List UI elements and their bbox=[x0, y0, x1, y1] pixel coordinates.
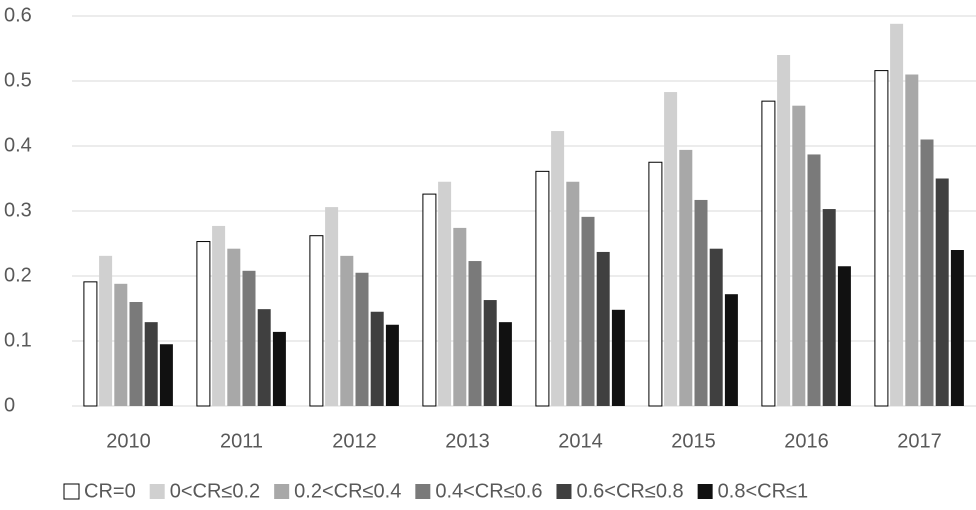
bar bbox=[385, 324, 399, 406]
y-tick-label: 0.5 bbox=[4, 69, 32, 91]
bar bbox=[679, 149, 693, 406]
bar bbox=[196, 241, 211, 407]
y-tick-label: 0.4 bbox=[4, 134, 32, 156]
legend-label: 0.4<CR≤0.6 bbox=[435, 480, 542, 502]
y-tick-label: 0.6 bbox=[4, 4, 32, 26]
legend-swatch bbox=[63, 483, 80, 500]
bar bbox=[709, 248, 723, 406]
bar bbox=[648, 161, 663, 407]
bar bbox=[777, 55, 791, 406]
bar bbox=[935, 178, 949, 406]
bar bbox=[807, 154, 821, 406]
bar bbox=[99, 255, 113, 406]
bar bbox=[724, 294, 738, 406]
bar bbox=[438, 181, 452, 406]
bar bbox=[468, 261, 482, 406]
bar bbox=[596, 251, 610, 406]
bar bbox=[664, 92, 678, 407]
y-tick-label: 0.2 bbox=[4, 264, 32, 286]
bar bbox=[890, 23, 904, 407]
bar bbox=[212, 225, 226, 406]
bar bbox=[355, 272, 369, 406]
bar bbox=[422, 193, 437, 407]
y-tick-label: 0.3 bbox=[4, 199, 32, 221]
bar bbox=[340, 255, 354, 406]
bar bbox=[905, 74, 919, 406]
x-tick-label: 2013 bbox=[445, 430, 490, 452]
y-tick-label: 0.1 bbox=[4, 329, 32, 351]
bar bbox=[227, 248, 241, 406]
bar bbox=[920, 139, 934, 406]
bar bbox=[309, 235, 324, 407]
x-tick-label: 2015 bbox=[671, 430, 716, 452]
bar bbox=[694, 199, 708, 406]
bar bbox=[370, 311, 384, 406]
bar bbox=[822, 209, 836, 406]
y-tick-label: 0 bbox=[4, 394, 15, 416]
bar bbox=[792, 105, 806, 406]
legend-label: 0.2<CR≤0.4 bbox=[294, 480, 401, 502]
bar bbox=[611, 309, 625, 406]
x-tick-label: 2016 bbox=[784, 430, 829, 452]
bar bbox=[159, 344, 173, 406]
bar bbox=[551, 131, 565, 407]
x-tick-label: 2010 bbox=[106, 430, 151, 452]
bar bbox=[144, 322, 158, 406]
legend-swatch bbox=[415, 484, 431, 499]
bar bbox=[129, 302, 143, 406]
bar bbox=[257, 309, 271, 406]
bar bbox=[581, 216, 595, 406]
bar bbox=[837, 266, 851, 406]
legend-swatch bbox=[697, 484, 713, 499]
legend-label: 0.6<CR≤0.8 bbox=[576, 480, 683, 502]
bar bbox=[498, 322, 512, 406]
bar bbox=[950, 250, 964, 406]
bar bbox=[325, 207, 339, 406]
bar bbox=[83, 281, 98, 407]
bar bbox=[761, 100, 776, 407]
bar bbox=[242, 270, 256, 406]
legend-label: CR=0 bbox=[84, 480, 136, 502]
bar bbox=[566, 181, 580, 406]
bar bbox=[453, 227, 467, 406]
bar bbox=[483, 300, 497, 406]
x-tick-label: 2011 bbox=[220, 430, 263, 452]
legend-label: 0.8<CR≤1 bbox=[718, 480, 808, 502]
x-tick-label: 2012 bbox=[332, 430, 377, 452]
x-tick-label: 2014 bbox=[558, 430, 603, 452]
legend-swatch bbox=[149, 484, 165, 499]
x-tick-label: 2017 bbox=[897, 430, 942, 452]
bar bbox=[874, 70, 889, 407]
bar bbox=[114, 283, 128, 406]
legend-swatch bbox=[274, 484, 290, 499]
bar bbox=[535, 170, 550, 407]
bar bbox=[272, 331, 286, 406]
legend-label: 0<CR≤0.2 bbox=[170, 480, 260, 502]
legend-swatch bbox=[556, 484, 572, 499]
